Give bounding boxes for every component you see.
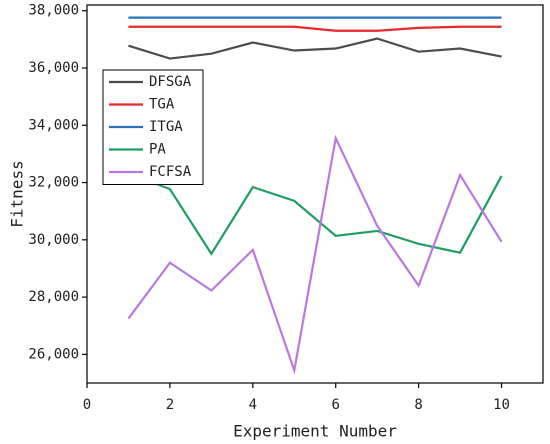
- x-tick-label: 0: [83, 397, 91, 413]
- series-line: [128, 172, 503, 256]
- y-tick-label: 28,000: [28, 289, 79, 305]
- plot-frame: [86, 4, 544, 384]
- x-tick-label: 8: [414, 397, 422, 413]
- legend-label: PA: [149, 142, 166, 158]
- y-tick-label: 26,000: [28, 346, 79, 362]
- y-tick-label: 30,000: [28, 232, 79, 248]
- x-tick-label: 4: [249, 397, 257, 413]
- legend-label: DFSGA: [149, 74, 192, 90]
- series-line: [128, 37, 502, 60]
- y-tick-label: 38,000: [28, 3, 79, 19]
- legend-label: TGA: [149, 97, 175, 113]
- x-axis-label: Experiment Number: [233, 422, 397, 441]
- y-tick-label: 32,000: [28, 175, 79, 191]
- legend-label: FCFSA: [149, 164, 192, 180]
- series-line: [127, 134, 503, 375]
- y-tick-label: 34,000: [28, 117, 79, 133]
- y-tick-label: 36,000: [28, 60, 79, 76]
- series-line: [128, 25, 502, 32]
- legend-label: ITGA: [149, 119, 183, 135]
- x-tick-label: 10: [493, 397, 510, 413]
- x-tick-label: 2: [166, 397, 174, 413]
- x-tick-label: 6: [332, 397, 340, 413]
- y-axis-label: Fitness: [8, 160, 27, 227]
